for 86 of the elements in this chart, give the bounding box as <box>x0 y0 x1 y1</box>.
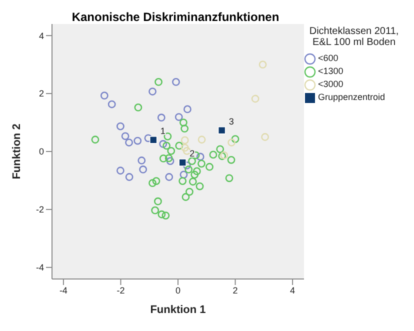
point <box>116 166 124 175</box>
point <box>165 173 174 181</box>
x-axis-title: Funktion 1 <box>150 304 206 316</box>
point <box>162 212 170 220</box>
point <box>164 132 172 140</box>
legend-title: Dichteklassen 2011, E&L 100 ml Boden <box>308 26 400 48</box>
point <box>116 122 124 130</box>
point <box>216 145 224 154</box>
point <box>188 157 196 166</box>
x-tick-label: 4 <box>290 285 296 296</box>
point <box>134 104 142 112</box>
point <box>184 166 193 174</box>
point <box>164 154 173 162</box>
point <box>180 124 189 133</box>
point <box>149 136 158 144</box>
y-tick-label: 4 <box>38 30 44 41</box>
point <box>108 100 116 108</box>
point <box>178 158 186 166</box>
point <box>188 178 197 186</box>
legend-label: <3000 <box>318 78 344 91</box>
x-tick-label: -2 <box>116 285 125 296</box>
x-tick-label: -4 <box>59 285 68 296</box>
point <box>180 144 189 152</box>
x-tick-label: 0 <box>175 285 181 296</box>
point <box>121 132 130 140</box>
point <box>251 94 260 103</box>
point <box>125 138 133 146</box>
point <box>218 126 226 134</box>
point <box>231 135 240 143</box>
point <box>148 88 156 96</box>
x-tick-label: 2 <box>232 285 238 296</box>
point <box>154 78 162 86</box>
point <box>198 160 206 168</box>
point <box>159 140 168 148</box>
point <box>144 134 152 142</box>
point <box>182 146 191 155</box>
point <box>180 136 189 144</box>
legend-label: <600 <box>318 52 338 65</box>
point <box>172 78 180 86</box>
y-axis-title: Funktion 2 <box>10 124 23 180</box>
point <box>159 154 168 162</box>
point <box>139 166 148 174</box>
legend-label: <1300 <box>318 65 344 78</box>
point <box>151 206 160 214</box>
point <box>179 118 188 126</box>
y-tick-label: -2 <box>36 204 44 215</box>
point <box>186 188 194 196</box>
point <box>209 150 218 159</box>
y-tick-label: -4 <box>36 262 44 273</box>
point <box>196 152 204 161</box>
point <box>184 105 192 114</box>
point <box>157 114 166 122</box>
point <box>148 179 156 188</box>
point <box>192 167 201 176</box>
point <box>91 136 100 144</box>
annotation: 3 <box>228 116 234 126</box>
point <box>258 60 267 69</box>
annotation: 1 <box>160 126 166 136</box>
point <box>228 138 236 146</box>
point <box>180 170 188 179</box>
point <box>227 156 236 164</box>
point <box>175 142 184 150</box>
point <box>134 136 142 145</box>
point <box>174 113 183 121</box>
point <box>198 136 206 144</box>
annotation: 2 <box>190 148 195 159</box>
point <box>154 197 162 206</box>
point <box>158 210 166 218</box>
point <box>152 177 160 186</box>
point <box>178 177 187 186</box>
point <box>206 162 214 171</box>
point <box>196 182 204 190</box>
point <box>138 156 146 164</box>
point <box>167 146 176 155</box>
point <box>166 157 174 166</box>
point <box>182 193 190 201</box>
point <box>190 170 199 179</box>
point <box>162 142 170 150</box>
point <box>225 174 234 182</box>
chart-title: Kanonische Diskriminanzfunktionen <box>70 10 280 24</box>
point <box>100 92 108 100</box>
legend-label: Gruppenzentroid <box>318 91 386 104</box>
point <box>125 173 134 181</box>
y-tick-label: 2 <box>38 88 44 99</box>
y-tick-label: 0 <box>38 146 44 157</box>
point <box>261 133 270 141</box>
